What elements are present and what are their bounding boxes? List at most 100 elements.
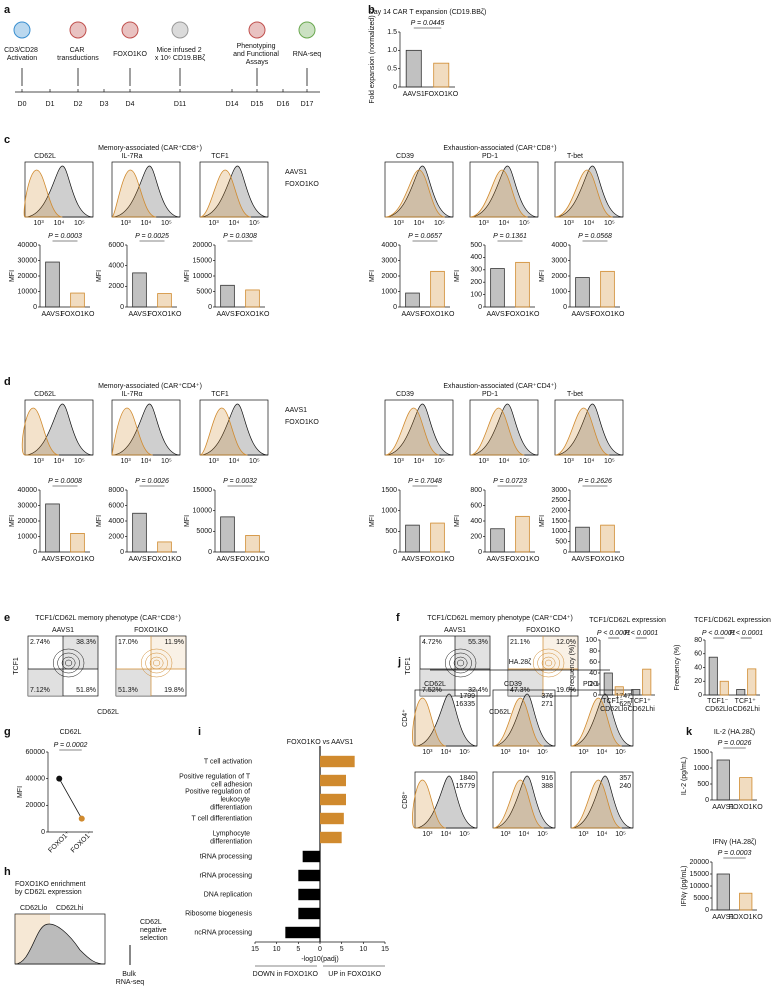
hist-tick: 10⁵	[434, 220, 445, 227]
x-tick-label: FOXO1KO	[506, 556, 540, 563]
j-value: 916	[541, 775, 553, 782]
j-value: 271	[541, 701, 553, 708]
hist-tick: 10⁴	[499, 220, 510, 227]
x-tick-label: AAVS1	[41, 311, 63, 318]
legend-label: AAVS1	[285, 169, 307, 176]
hist-tick: 10⁴	[414, 220, 425, 227]
y-tick-label: 10000	[18, 533, 38, 540]
p-value: P = 0.7048	[408, 478, 442, 485]
x-tick-label: 5	[340, 946, 344, 953]
contour	[52, 648, 85, 678]
bar	[614, 686, 624, 696]
hist-tick: 10³	[479, 458, 490, 465]
sample-label: FOXO1KO	[134, 627, 168, 634]
day-label: D11	[174, 101, 186, 108]
hist-foxo1	[199, 407, 248, 456]
y-tick-label: 20000	[193, 242, 213, 249]
contour	[140, 648, 173, 678]
h-label: CD62Llo	[20, 905, 47, 912]
p-value: P = 0.0003	[48, 233, 82, 240]
hist-tick: 10⁴	[584, 220, 595, 227]
contour	[537, 652, 560, 674]
y-tick-label: 10000	[193, 508, 213, 515]
y-tick-label: 40	[589, 670, 597, 677]
hist-aavs1	[554, 165, 624, 218]
p-value: P = 0.0002	[54, 742, 88, 749]
quadrant-value: 21.1%	[510, 639, 530, 646]
j-marker: CD62L	[424, 681, 446, 688]
j-value: 16335	[456, 701, 476, 708]
bar	[575, 526, 590, 553]
p-value: P = 0.0008	[48, 478, 82, 485]
p-value: P = 0.2626	[578, 478, 612, 485]
quadrant-shade	[543, 636, 578, 669]
chart-title: CD62L	[60, 729, 82, 736]
bar	[405, 49, 422, 88]
x-tick-label: AAVS1	[403, 91, 425, 98]
hist-tick: 10³	[500, 749, 511, 756]
x-tick-label: AAVS1	[41, 556, 63, 563]
hist-tick: 10⁴	[229, 458, 240, 465]
bar	[405, 292, 420, 308]
bar	[320, 755, 355, 768]
j-value: 1799	[459, 693, 475, 700]
y-tick-label: 2500	[551, 497, 567, 504]
day-label: D3	[100, 101, 109, 108]
hist-tick: 10⁵	[537, 831, 548, 838]
hist-tick: 10³	[121, 220, 132, 227]
bar	[220, 284, 235, 308]
x-tick-label: FOXO1KO	[236, 556, 270, 563]
quadrant-value: 17.0%	[118, 639, 138, 646]
point	[56, 775, 63, 782]
y-tick-label: 2000	[551, 508, 567, 515]
bar	[708, 656, 718, 696]
quadrant-value: 12.0%	[556, 639, 576, 646]
j-value: 240	[619, 783, 631, 790]
y-axis-label: MFI	[454, 515, 461, 527]
category-label: T cell differentiation	[192, 815, 253, 822]
hist-tick: 10³	[34, 220, 45, 227]
step-label: Phenotyping and Functional Assays	[233, 43, 281, 66]
bar	[220, 516, 235, 553]
bar	[490, 528, 505, 553]
hist-tick: 10⁵	[519, 458, 530, 465]
x-tick-label: AAVS1	[712, 804, 734, 811]
quadrant-value: 7.12%	[30, 687, 50, 694]
y-tick-label: 40000	[18, 487, 38, 494]
p-value: P < 0.0001	[729, 630, 763, 637]
y-axis-label: Frequency (%)	[569, 645, 576, 691]
y-axis-label: MFI	[96, 515, 103, 527]
chart-title: TCF1/CD62L expression	[694, 617, 771, 624]
p-value: P = 0.0025	[135, 233, 169, 240]
y-tick-label: 20000	[18, 518, 38, 525]
bar	[642, 668, 652, 696]
hist-tick: 10⁴	[54, 458, 65, 465]
chart-title: IFNγ (HA.28ζ)	[713, 839, 757, 846]
h-label: Bulk RNA-seq	[116, 971, 145, 986]
contour-title: TCF1/CD62L memory phenotype (CAR⁺CD8⁺)	[35, 615, 181, 622]
x-tick-label: FOXO1⁻	[70, 830, 95, 855]
j-value: 1747	[615, 693, 631, 700]
p-value: P < 0.0001	[702, 630, 736, 637]
y-tick-label: 10000	[193, 273, 213, 280]
j-marker: CD39	[504, 681, 522, 688]
x-tick-label: 15	[251, 946, 259, 953]
hist-tick: 10³	[564, 220, 575, 227]
hist-tick: 10³	[121, 458, 132, 465]
y-axis-label: Frequency (%)	[674, 645, 681, 691]
x-tick-label: FOXO1KO	[236, 311, 270, 318]
day-label: D4	[126, 101, 135, 108]
y-tick-label: 0	[563, 549, 567, 556]
hist-tick: 10⁵	[161, 458, 172, 465]
x-tick-label: AAVS1	[571, 311, 593, 318]
y-tick-label: 100	[470, 291, 482, 298]
y-tick-label: 1500	[693, 749, 709, 756]
quadrant-value: 11.9%	[165, 639, 184, 646]
bar	[515, 515, 530, 553]
y-tick-label: 30000	[18, 257, 38, 264]
marker-label: PD-1	[482, 153, 498, 160]
bar	[302, 850, 320, 863]
bar	[132, 512, 147, 553]
panel-label: i	[198, 726, 201, 738]
bar	[320, 774, 346, 787]
